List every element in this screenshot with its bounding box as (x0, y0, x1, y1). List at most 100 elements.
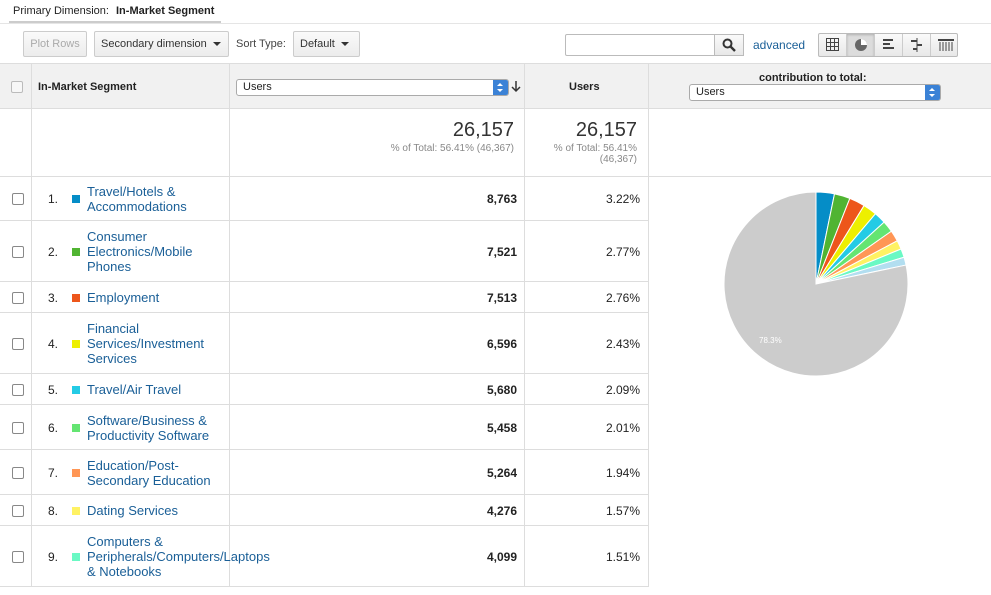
row-checkbox[interactable] (12, 466, 24, 479)
row-checkbox[interactable] (12, 421, 24, 434)
grid-icon (826, 38, 839, 51)
row-dimension-link[interactable]: Consumer Electronics/Mobile Phones (87, 229, 267, 274)
pie-other-label: 78.3% (759, 336, 782, 345)
series-color-swatch (72, 506, 80, 515)
bar-list-icon (883, 39, 894, 49)
primary-dimension-bar: Primary Dimension: In-Market Segment (0, 0, 991, 23)
pie-slice[interactable] (723, 191, 909, 377)
secondary-dimension-button[interactable]: Secondary dimension (94, 31, 229, 57)
metric-select-value: Users (243, 81, 272, 93)
row-checkbox[interactable] (12, 504, 24, 517)
row-dimension-link[interactable]: Financial Services/Investment Services (87, 321, 267, 366)
table-row: 6. Software/Business & Productivity Softw… (0, 405, 649, 450)
row-users-value: 5,458 (486, 420, 517, 435)
row-dimension-link[interactable]: Software/Business & Productivity Software (87, 413, 267, 443)
row-dimension-link[interactable]: Travel/Air Travel (87, 382, 267, 397)
dimension-header[interactable]: In-Market Segment (38, 81, 137, 93)
row-dimension-line: Travel/Air Travel (87, 382, 182, 397)
row-users-percent: 2.76% (605, 290, 640, 305)
row-users-value: 8,763 (486, 191, 517, 206)
row-dimension-line: Peripherals/Computers/Laptops (87, 549, 270, 564)
series-color-swatch (72, 247, 80, 256)
table-row: 7. Education/Post- Secondary Education 5,… (0, 450, 649, 495)
comparison-view-button[interactable] (903, 34, 931, 56)
contribution-select-value: Users (696, 86, 725, 98)
row-dimension-line: Electronics/Mobile (87, 244, 193, 259)
row-checkbox[interactable] (12, 550, 24, 563)
row-checkbox[interactable] (12, 245, 24, 258)
select-all-checkbox[interactable] (11, 81, 23, 93)
contribution-select[interactable]: Users (689, 84, 941, 101)
comparison-icon (911, 38, 922, 52)
row-users-percent: 1.51% (605, 549, 640, 564)
users-header[interactable]: Users (569, 81, 600, 93)
row-users-percent: 3.22% (605, 191, 640, 206)
row-dimension-line: Financial (87, 321, 140, 336)
sort-type-select[interactable]: Default (293, 31, 360, 57)
row-dimension-line: Software/Business & (87, 412, 207, 428)
chevron-down-icon (340, 42, 349, 47)
row-users-value: 5,264 (486, 465, 517, 480)
chevron-down-icon (212, 42, 221, 47)
row-index: 7. (48, 465, 59, 480)
row-dimension-line: Education/Post- (87, 457, 179, 473)
row-users-percent: 2.09% (605, 382, 640, 397)
secondary-dimension-label: Secondary dimension (101, 38, 207, 50)
row-dimension-link[interactable]: Education/Post- Secondary Education (87, 458, 267, 488)
pie-view-button[interactable] (847, 34, 875, 56)
contribution-header: contribution to total: (759, 72, 867, 84)
row-dimension-link[interactable]: Dating Services (87, 503, 267, 518)
row-checkbox[interactable] (12, 383, 24, 396)
row-index: 6. (48, 420, 59, 435)
sort-descending-icon[interactable] (511, 81, 521, 93)
performance-view-button[interactable] (875, 34, 903, 56)
search-button[interactable] (715, 34, 744, 56)
table-row: 8. Dating Services 4,276 1.57% (0, 495, 649, 526)
row-dimension-line: Accommodations (87, 198, 187, 214)
row-users-percent: 1.94% (605, 465, 640, 480)
table-row: 2. Consumer Electronics/Mobile Phones 7,52… (0, 221, 649, 282)
table-row: 9. Computers & Peripherals/Computers/Lapt… (0, 526, 649, 587)
metric-select[interactable]: Users (236, 79, 509, 96)
row-users-percent: 2.01% (605, 420, 640, 435)
table-row: 5. Travel/Air Travel 5,680 2.09% (0, 374, 649, 405)
primary-dimension-value[interactable]: In-Market Segment (116, 5, 215, 17)
pivot-icon (938, 39, 954, 51)
series-color-swatch (72, 552, 80, 561)
row-checkbox[interactable] (12, 291, 24, 304)
sort-type-value: Default (300, 38, 335, 50)
row-dimension-link[interactable]: Employment (87, 290, 267, 305)
row-dimension-line: Productivity Software (87, 427, 210, 443)
row-dimension-link[interactable]: Travel/Hotels & Accommodations (87, 184, 267, 214)
series-color-swatch (72, 468, 80, 477)
row-dimension-line: Consumer (87, 229, 147, 244)
table-row: 1. Travel/Hotels & Accommodations 8,763 3… (0, 176, 649, 221)
row-checkbox[interactable] (12, 192, 24, 205)
table-row: 4. Financial Services/Investment Services … (0, 313, 649, 374)
table-header: In-Market Segment Users Users contributi… (0, 63, 991, 109)
row-users-percent: 1.57% (605, 503, 640, 518)
primary-dimension-underline (9, 21, 221, 23)
row-index: 5. (48, 382, 59, 397)
row-index: 3. (48, 290, 59, 305)
row-users-value: 7,513 (486, 290, 517, 305)
row-users-value: 4,276 (486, 503, 517, 518)
row-index: 9. (48, 549, 59, 564)
series-color-swatch (72, 339, 80, 348)
view-switcher (818, 33, 958, 57)
row-dimension-line: Services/Investment (87, 336, 205, 351)
row-dimension-line: Services (87, 351, 137, 366)
advanced-filter-link[interactable]: advanced (753, 38, 806, 52)
row-users-percent: 2.43% (605, 336, 640, 351)
table-view-button[interactable] (819, 34, 847, 56)
row-users-value: 6,596 (486, 336, 517, 351)
select-arrows-icon (925, 85, 940, 100)
row-checkbox[interactable] (12, 337, 24, 350)
row-users-percent: 2.77% (605, 244, 640, 259)
row-dimension-link[interactable]: Computers & Peripherals/Computers/Laptops… (87, 534, 270, 579)
search-icon (722, 38, 736, 52)
pivot-view-button[interactable] (931, 34, 959, 56)
plot-rows-button[interactable]: Plot Rows (23, 31, 87, 57)
row-index: 2. (48, 244, 59, 259)
search-input[interactable] (565, 34, 715, 56)
